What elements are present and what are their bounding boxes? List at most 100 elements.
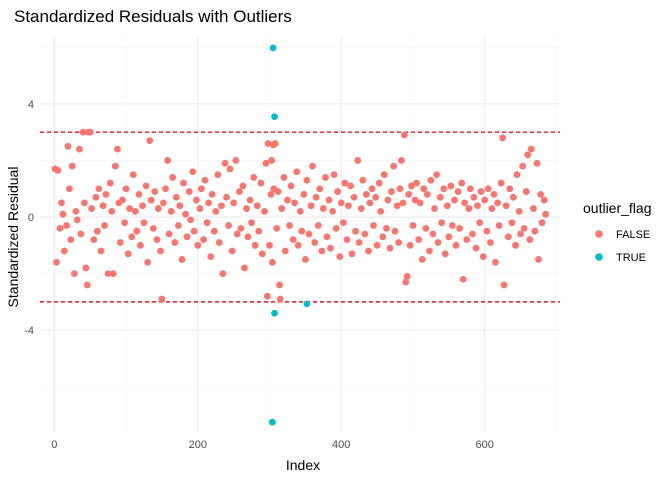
data-point	[232, 157, 240, 164]
data-point	[116, 239, 124, 246]
data-point	[307, 202, 315, 210]
data-point	[384, 196, 392, 204]
data-point	[334, 188, 342, 195]
data-point	[476, 219, 484, 227]
data-point	[373, 241, 381, 249]
data-point	[101, 222, 108, 229]
data-point	[319, 205, 327, 212]
data-point	[312, 193, 320, 201]
data-point	[108, 207, 116, 215]
data-point	[527, 145, 535, 153]
data-point	[64, 142, 72, 150]
data-point	[162, 185, 169, 193]
data-point	[318, 247, 326, 255]
data-point	[379, 233, 387, 241]
data-point	[365, 247, 372, 255]
data-point	[149, 224, 157, 232]
data-point	[109, 270, 117, 277]
data-point	[526, 236, 534, 244]
data-point	[139, 202, 146, 210]
data-point	[129, 171, 137, 179]
data-point	[86, 128, 94, 136]
data-point	[416, 199, 424, 207]
data-point	[454, 188, 462, 195]
data-point	[456, 224, 463, 232]
threshold-lines	[40, 131, 560, 303]
data-point	[294, 241, 302, 249]
data-point	[303, 176, 311, 184]
x-axis-title: Index	[286, 457, 320, 473]
data-point	[329, 207, 337, 215]
data-point	[422, 224, 430, 232]
data-point	[278, 205, 286, 212]
data-point	[175, 222, 182, 229]
data-point	[431, 205, 438, 212]
data-point	[522, 188, 530, 195]
data-point	[76, 145, 83, 153]
data-point	[452, 241, 460, 249]
data-point	[352, 227, 359, 235]
x-tick-label: 400	[332, 439, 350, 451]
data-point	[395, 239, 403, 246]
data-point	[266, 241, 273, 249]
data-point	[263, 292, 271, 300]
data-point	[205, 199, 212, 207]
data-point	[296, 207, 304, 215]
data-point	[56, 224, 64, 232]
data-point	[322, 174, 329, 181]
data-point	[420, 185, 428, 193]
data-point	[402, 278, 410, 286]
data-point	[405, 191, 413, 198]
y-tick-label: 0	[28, 212, 34, 224]
data-point	[73, 216, 81, 224]
data-points	[51, 44, 550, 426]
data-point	[336, 253, 344, 261]
data-point	[93, 227, 101, 235]
data-point	[409, 222, 417, 229]
data-point	[90, 236, 98, 244]
data-point	[151, 188, 159, 195]
data-point	[427, 176, 435, 184]
data-point	[494, 199, 501, 207]
data-point	[97, 247, 105, 255]
data-point	[226, 165, 234, 173]
data-point	[104, 270, 112, 277]
data-point	[330, 171, 338, 179]
data-point	[121, 219, 129, 227]
data-point	[327, 244, 334, 252]
data-point	[114, 145, 121, 153]
data-point	[380, 171, 388, 179]
data-point	[167, 207, 175, 215]
data-point	[488, 205, 496, 212]
data-point	[83, 281, 91, 289]
data-point	[233, 230, 241, 238]
data-point	[451, 196, 458, 204]
x-tick-label: 200	[189, 439, 207, 451]
data-point	[368, 185, 376, 193]
data-point	[133, 227, 141, 235]
data-point	[171, 239, 179, 246]
data-point	[212, 207, 220, 215]
data-point	[131, 207, 139, 215]
data-point	[54, 166, 62, 174]
data-point	[433, 171, 441, 179]
data-point	[268, 258, 276, 266]
data-point	[519, 162, 527, 170]
data-point	[386, 244, 394, 252]
data-point	[58, 199, 65, 207]
data-point	[207, 253, 215, 261]
data-point	[361, 230, 369, 238]
data-point	[504, 233, 512, 241]
data-point	[332, 224, 340, 232]
data-point	[508, 219, 516, 227]
data-point	[124, 250, 132, 258]
data-point	[337, 199, 345, 207]
data-point	[192, 196, 200, 204]
data-point	[343, 236, 351, 244]
data-point	[465, 205, 473, 212]
data-point	[244, 233, 252, 241]
data-point	[542, 210, 550, 218]
data-point	[415, 236, 423, 244]
data-point	[403, 273, 411, 280]
data-point	[182, 210, 190, 218]
